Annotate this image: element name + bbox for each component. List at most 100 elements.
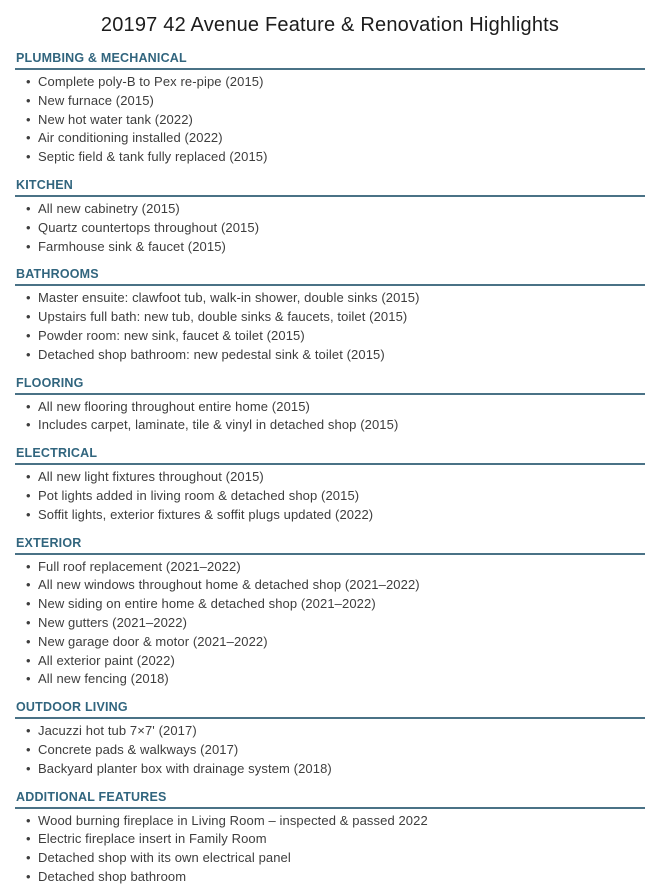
list-item-text: All exterior paint (2022)	[38, 652, 175, 668]
section-list: • All new cabinetry (2015) • Quartz counter…	[15, 200, 645, 256]
list-item-text: Detached shop bathroom: new pedestal sin…	[38, 346, 385, 362]
list-item-text: Powder room: new sink, faucet & toilet (…	[38, 327, 305, 343]
list-item: • New garage door & motor (2021–2022)	[15, 633, 645, 652]
list-item-text: Pot lights added in living room & detach…	[38, 487, 360, 503]
bullet-icon: •	[26, 309, 31, 325]
bullet-icon: •	[26, 596, 31, 612]
bullet-icon: •	[26, 760, 31, 776]
bullet-icon: •	[26, 238, 31, 254]
section-list: • All new flooring throughout entire home…	[15, 398, 645, 436]
list-item: • Detached shop with its own electrical p…	[15, 849, 645, 868]
bullet-icon: •	[26, 290, 31, 306]
list-item: • New gutters (2021–2022)	[15, 614, 645, 633]
section: OUTDOOR LIVING • Jacuzzi hot tub 7×7' (201…	[15, 700, 645, 778]
section-heading: ADDITIONAL FEATURES	[15, 790, 645, 809]
list-item-text: Soffit lights, exterior fixtures & soffi…	[38, 506, 374, 522]
list-item-text: Includes carpet, laminate, tile & vinyl …	[38, 417, 399, 433]
list-item: • All new windows throughout home & detac…	[15, 576, 645, 595]
list-item: • All new light fixtures throughout (2015…	[15, 468, 645, 487]
list-item-text: Detached shop bathroom	[38, 868, 187, 884]
list-item-text: New siding on entire home & detached sho…	[38, 596, 376, 612]
list-item: • Soffit lights, exterior fixtures & soff…	[15, 506, 645, 525]
section-heading: EXTERIOR	[15, 536, 645, 555]
section-heading: KITCHEN	[15, 178, 645, 197]
list-item-text: Master ensuite: clawfoot tub, walk-in sh…	[38, 290, 420, 306]
bullet-icon: •	[26, 614, 31, 630]
section-heading: PLUMBING & MECHANICAL	[15, 51, 645, 70]
section: EXTERIOR • Full roof replacement (2021–202…	[15, 536, 645, 690]
list-item: • Wood burning fireplace in Living Room –…	[15, 812, 645, 831]
list-item-text: Full roof replacement (2021–2022)	[38, 558, 241, 574]
list-item: • Includes carpet, laminate, tile & vinyl…	[15, 416, 645, 435]
list-item-text: New furnace (2015)	[38, 92, 154, 108]
section: KITCHEN • All new cabinetry (2015) • Quartz …	[15, 178, 645, 256]
bullet-icon: •	[26, 130, 31, 146]
list-item-text: Quartz countertops throughout (2015)	[38, 219, 260, 235]
list-item: • Air conditioning installed (2022)	[15, 129, 645, 148]
list-item: • Electric fireplace insert in Family Roo…	[15, 830, 645, 849]
list-item: • Concrete pads & walkways (2017)	[15, 741, 645, 760]
bullet-icon: •	[26, 398, 31, 414]
section: PLUMBING & MECHANICAL • Complete poly-B to…	[15, 51, 645, 167]
bullet-icon: •	[26, 850, 31, 866]
section-heading: FLOORING	[15, 376, 645, 395]
list-item: • Quartz countertops throughout (2015)	[15, 219, 645, 238]
list-item: • Complete poly-B to Pex re-pipe (2015)	[15, 73, 645, 92]
list-item: • Full roof replacement (2021–2022)	[15, 558, 645, 577]
list-item: • Jacuzzi hot tub 7×7' (2017)	[15, 722, 645, 741]
bullet-icon: •	[26, 633, 31, 649]
bullet-icon: •	[26, 487, 31, 503]
list-item-text: Backyard planter box with drainage syste…	[38, 760, 332, 776]
list-item: • Septic field & tank fully replaced (201…	[15, 148, 645, 167]
bullet-icon: •	[26, 200, 31, 216]
section-list: • Jacuzzi hot tub 7×7' (2017) • Concrete pa…	[15, 722, 645, 778]
list-item-text: All new flooring throughout entire home …	[38, 398, 310, 414]
list-item: • All new flooring throughout entire home…	[15, 398, 645, 417]
bullet-icon: •	[26, 812, 31, 828]
section-heading: BATHROOMS	[15, 267, 645, 287]
list-item-text: New garage door & motor (2021–2022)	[38, 633, 268, 649]
document-page: 20197 42 Avenue Feature & Renovation Hig…	[15, 14, 645, 884]
list-item: • All new fencing (2018)	[15, 670, 645, 689]
bullet-icon: •	[26, 652, 31, 668]
list-item-text: Farmhouse sink & faucet (2015)	[38, 238, 226, 254]
section-heading: OUTDOOR LIVING	[15, 700, 645, 720]
list-item-text: All new fencing (2018)	[38, 671, 169, 687]
list-item-text: Septic field & tank fully replaced (2015…	[38, 149, 268, 165]
section: ADDITIONAL FEATURES • Wood burning firepla…	[15, 790, 645, 887]
bullet-icon: •	[26, 723, 31, 739]
list-item-text: Detached shop with its own electrical pa…	[38, 850, 291, 866]
bullet-icon: •	[26, 149, 31, 165]
list-item-text: New gutters (2021–2022)	[38, 614, 188, 630]
list-item: • New furnace (2015)	[15, 92, 645, 111]
list-item-text: Wood burning fireplace in Living Room – …	[38, 812, 428, 828]
list-item: • Master ensuite: clawfoot tub, walk-in s…	[15, 289, 645, 308]
list-item-text: All new cabinetry (2015)	[38, 200, 180, 216]
list-item: • Upstairs full bath: new tub, double sin…	[15, 308, 645, 327]
bullet-icon: •	[26, 741, 31, 757]
list-item-text: Upstairs full bath: new tub, double sink…	[38, 309, 408, 325]
bullet-icon: •	[26, 92, 31, 108]
list-item: • Farmhouse sink & faucet (2015)	[15, 238, 645, 257]
list-item-text: Complete poly-B to Pex re-pipe (2015)	[38, 74, 264, 89]
list-item: • Powder room: new sink, faucet & toilet …	[15, 327, 645, 346]
bullet-icon: •	[26, 558, 31, 574]
section: ELECTRICAL • All new light fixtures throug…	[15, 446, 645, 524]
list-item-text: Electric fireplace insert in Family Room	[38, 831, 267, 847]
list-item: • New siding on entire home & detached sh…	[15, 595, 645, 614]
section-list: • Complete poly-B to Pex re-pipe (2015) • N…	[15, 73, 645, 167]
bullet-icon: •	[26, 831, 31, 847]
list-item-text: New hot water tank (2022)	[38, 111, 193, 127]
bullet-icon: •	[26, 577, 31, 593]
page-title: 20197 42 Avenue Feature & Renovation Hig…	[100, 14, 560, 36]
list-item: • All new cabinetry (2015)	[15, 200, 645, 219]
bullet-icon: •	[26, 671, 31, 687]
bullet-icon: •	[26, 327, 31, 343]
bullet-icon: •	[26, 506, 31, 522]
list-item: • Backyard planter box with drainage syst…	[15, 760, 645, 779]
section: BATHROOMS • Master ensuite: clawfoot tub, …	[15, 267, 645, 364]
bullet-icon: •	[26, 469, 31, 485]
section-list: • All new light fixtures throughout (2015…	[15, 468, 645, 524]
list-item-text: Concrete pads & walkways (2017)	[38, 741, 239, 757]
sections-container: PLUMBING & MECHANICAL • Complete poly-B to…	[15, 51, 645, 887]
